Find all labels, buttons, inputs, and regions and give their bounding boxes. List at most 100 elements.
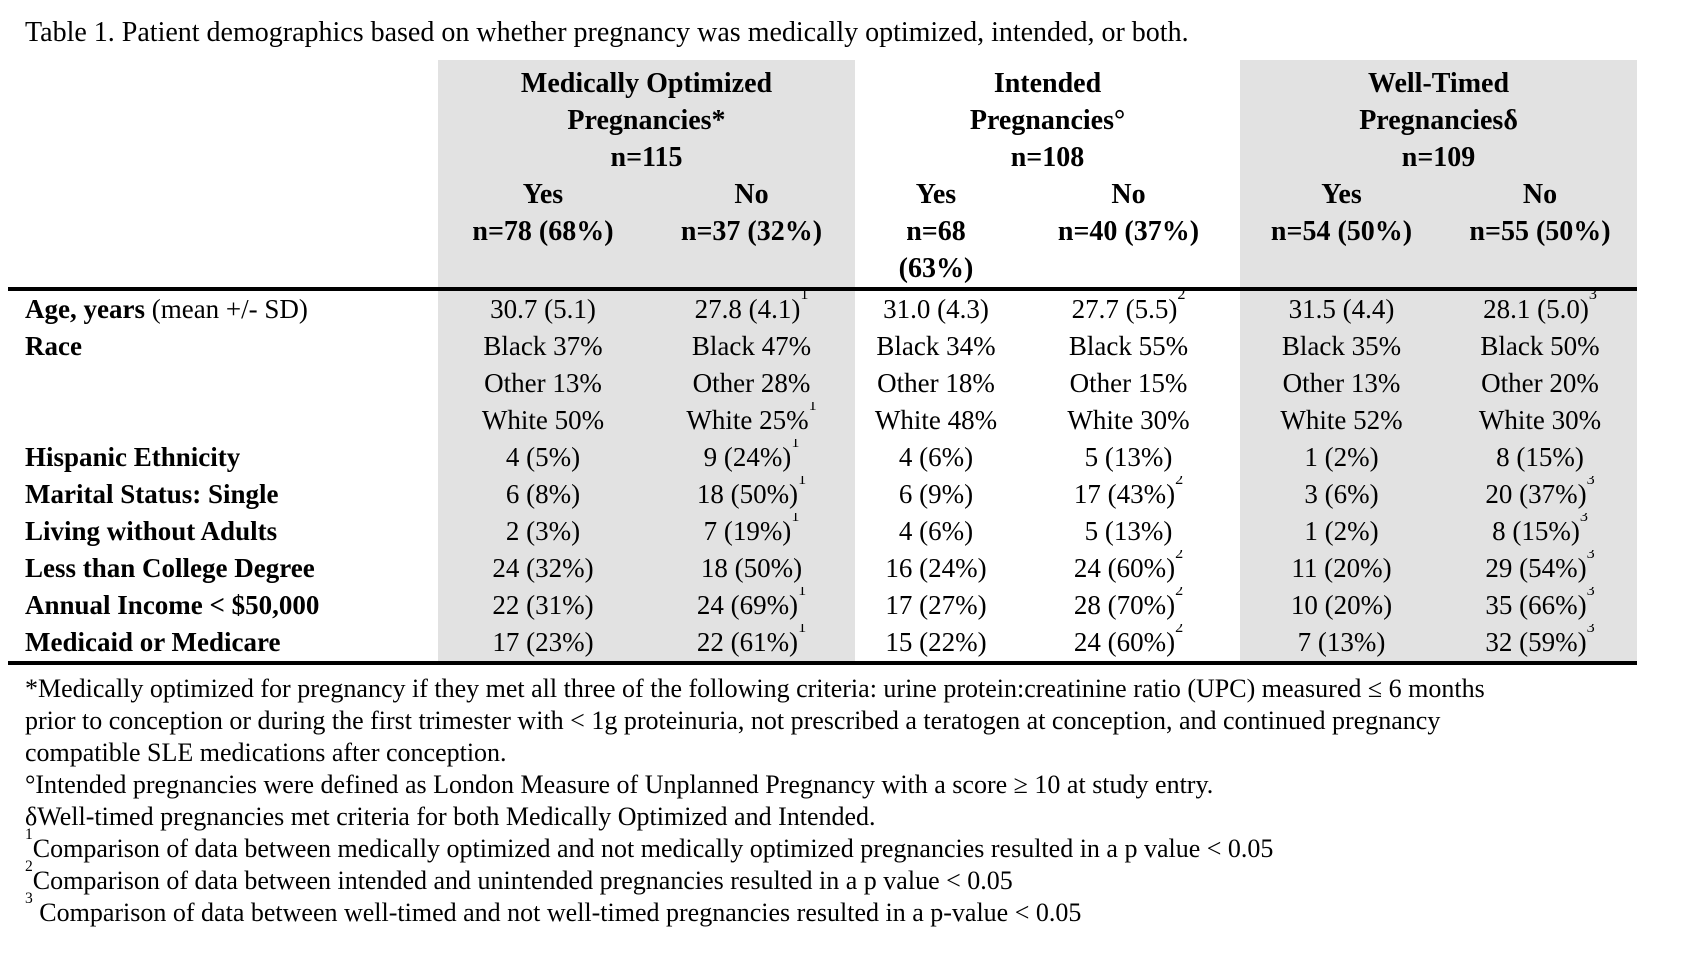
cell: Other 18% xyxy=(877,368,995,398)
table-row-medicaid: Medicaid or Medicare 17 (23%) 22 (61%)1 … xyxy=(8,624,1638,665)
cell: 9 (24%)1 xyxy=(648,439,855,476)
footnote-marker: * xyxy=(25,674,38,703)
table-row-college: Less than College Degree 24 (32%) 18 (50… xyxy=(8,550,1638,587)
cell: 32 (59%)3 xyxy=(1443,624,1638,665)
footnote-marker: 1 xyxy=(25,825,33,843)
cell: 15 (22%) xyxy=(855,624,1017,665)
cell: 4 (6%) xyxy=(898,442,974,472)
table-row-living: Living without Adults 2 (3%) 7 (19%)1 4 … xyxy=(8,513,1638,550)
cell: 4 (6%) xyxy=(898,516,974,546)
cell: 6 (8%) xyxy=(438,476,648,513)
row-label xyxy=(8,365,438,402)
cell: 18 (50%)1 xyxy=(648,476,855,513)
cell: Black 35% xyxy=(1240,328,1444,365)
subheader-wt-no: No n=55 (50%) xyxy=(1443,176,1638,291)
table-row-race-other: Other 13% Other 28% Other 18% Other 15% … xyxy=(8,365,1638,402)
cell: Other 15% xyxy=(1069,368,1188,398)
cell: 20 (37%)3 xyxy=(1443,476,1638,513)
group-n: n=109 xyxy=(1401,142,1476,173)
cell: 16 (24%) xyxy=(885,553,987,583)
cell: 6 (9%) xyxy=(898,479,974,509)
table-row-hispanic: Hispanic Ethnicity 4 (5%) 9 (24%)1 4 (6%… xyxy=(8,439,1638,476)
footnote-medically-optimized: *Medically optimized for pregnancy if th… xyxy=(25,674,1485,767)
cell: 7 (13%) xyxy=(1240,624,1444,665)
group-header-medically-optimized: Medically Optimized Pregnancies* n=115 xyxy=(438,60,855,176)
cell: 17 (23%) xyxy=(438,624,648,665)
cell: 5 (13%) xyxy=(1084,442,1173,472)
row-label xyxy=(8,402,438,439)
cell: 4 (5%) xyxy=(438,439,648,476)
row-label: Annual Income < $50,000 xyxy=(25,590,320,620)
cell: White 48% xyxy=(874,405,998,435)
cell: 24 (69%)1 xyxy=(648,587,855,624)
cell: 8 (15%) xyxy=(1443,439,1638,476)
cell: 3 (6%) xyxy=(1240,476,1444,513)
cell: 17 (27%) xyxy=(885,590,987,620)
demographics-table: Medically Optimized Pregnancies* n=115 I… xyxy=(8,60,1638,665)
row-label: Medicaid or Medicare xyxy=(8,624,438,665)
footnote-well-timed: δWell-timed pregnancies met criteria for… xyxy=(25,802,876,831)
footnote-pvalue-2: 2Comparison of data between intended and… xyxy=(25,857,1013,895)
cell: Black 34% xyxy=(876,331,996,361)
cell: 31.0 (4.3) xyxy=(883,294,989,324)
table-row-marital: Marital Status: Single 6 (8%) 18 (50%)1 … xyxy=(8,476,1638,513)
footnote-pvalue-3: 3 Comparison of data between well-timed … xyxy=(25,889,1082,927)
cell: 22 (61%)1 xyxy=(648,624,855,665)
corner-cell xyxy=(8,60,438,176)
cell: 31.5 (4.4) xyxy=(1240,289,1444,328)
cell: Other 13% xyxy=(438,365,648,402)
row-label: Living without Adults xyxy=(25,516,278,546)
group-title-line: Pregnancies* xyxy=(567,105,726,136)
cell: Other 13% xyxy=(1240,365,1444,402)
footnote-marker: 2 xyxy=(25,857,33,875)
footnotes: *Medically optimized for pregnancy if th… xyxy=(25,673,1510,929)
cell: 18 (50%) xyxy=(648,550,855,587)
row-label: Marital Status: Single xyxy=(25,479,279,509)
footnote-marker: 3 xyxy=(25,889,33,907)
cell: White 25%1 xyxy=(648,402,855,439)
cell: Black 47% xyxy=(648,328,855,365)
table-row-age: Age, years (mean +/- SD) 30.7 (5.1) 27.8… xyxy=(8,289,1638,328)
table-row-race: Race Black 37% Black 47% Black 34% Black… xyxy=(8,328,1638,365)
cell: White 52% xyxy=(1240,402,1444,439)
group-header-intended: Intended Pregnancies° n=108 xyxy=(855,60,1240,176)
table-row-race-white: White 50% White 25%1 White 48% White 30%… xyxy=(8,402,1638,439)
cell: 29 (54%)3 xyxy=(1443,550,1638,587)
cell: Black 50% xyxy=(1443,328,1638,365)
group-title-line: Medically Optimized xyxy=(520,68,773,99)
cell: White 50% xyxy=(438,402,648,439)
group-n: n=108 xyxy=(1010,142,1085,173)
footnote-intended: °Intended pregnancies were defined as Lo… xyxy=(25,770,1214,799)
cell: 30.7 (5.1) xyxy=(438,289,648,328)
group-title-line: Pregnanciesδ xyxy=(1359,105,1518,136)
column-subheader-row: Yes n=78 (68%) No n=37 (32%) Yes n=68 (63%) … xyxy=(8,176,1638,291)
cell: 28 (70%)2 xyxy=(1073,587,1184,620)
group-n: n=115 xyxy=(610,142,683,173)
cell: 27.8 (4.1)1 xyxy=(648,289,855,328)
cell: 2 (3%) xyxy=(438,513,648,550)
cell: 35 (66%)3 xyxy=(1443,587,1638,624)
row-label: Age, years (mean +/- SD) xyxy=(25,294,308,324)
cell: White 30% xyxy=(1067,405,1190,435)
cell: 11 (20%) xyxy=(1240,550,1444,587)
cell: 1 (2%) xyxy=(1240,439,1444,476)
subheader-mo-yes: Yes n=78 (68%) xyxy=(438,176,648,291)
cell: Black 37% xyxy=(438,328,648,365)
group-title-line: Well-Timed xyxy=(1368,68,1510,99)
cell: 8 (15%)3 xyxy=(1443,513,1638,550)
cell: 17 (43%)2 xyxy=(1073,476,1184,509)
page-title: Table 1. Patient demographics based on w… xyxy=(25,17,1189,48)
footnote-marker: δ xyxy=(25,802,38,831)
footnote-marker: ° xyxy=(25,770,36,799)
cell: 5 (13%) xyxy=(1084,516,1173,546)
footnote-pvalue-1: 1Comparison of data between medically op… xyxy=(25,825,1274,863)
group-title-line: Intended xyxy=(993,68,1102,99)
corner-cell xyxy=(8,176,438,291)
subheader-wt-yes: Yes n=54 (50%) xyxy=(1240,176,1444,291)
cell: 1 (2%) xyxy=(1240,513,1444,550)
group-title-line: Pregnancies° xyxy=(969,105,1126,136)
cell: Other 28% xyxy=(648,365,855,402)
row-label: Race xyxy=(25,331,82,361)
subheader-int-yes: Yes n=68 (63%) xyxy=(855,176,1017,291)
cell: 24 (60%)2 xyxy=(1017,624,1241,665)
